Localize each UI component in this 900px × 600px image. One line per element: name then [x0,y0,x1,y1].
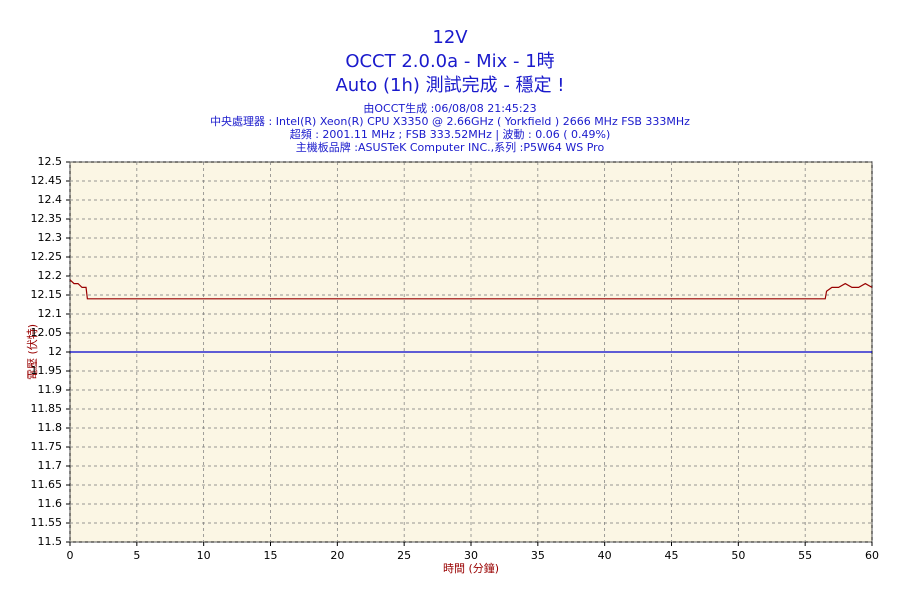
x-tick-label: 55 [798,549,812,562]
y-tick-label: 11.9 [38,383,63,396]
y-tick-label: 11.55 [31,516,63,529]
chart-title: 12V [432,27,468,48]
y-tick-label: 12.15 [31,288,63,301]
y-tick-label: 11.75 [31,440,63,453]
x-tick-label: 30 [464,549,478,562]
y-tick-label: 11.85 [31,402,63,415]
y-tick-label: 12.25 [31,250,63,263]
y-tick-label: 11.6 [38,497,63,510]
y-tick-label: 12 [48,345,62,358]
x-tick-label: 10 [197,549,211,562]
x-tick-label: 0 [67,549,74,562]
y-tick-label: 12.1 [38,307,63,320]
x-tick-label: 15 [264,549,278,562]
x-axis-label: 時間 (分鐘) [443,561,499,575]
x-tick-label: 5 [133,549,140,562]
chart-subtitle: OCCT 2.0.0a - Mix - 1時 [345,51,554,72]
y-tick-label: 12.45 [31,174,63,187]
y-tick-label: 12.2 [38,269,63,282]
info-line: 中央處理器 : Intel(R) Xeon(R) CPU X3350 @ 2.6… [210,114,690,128]
x-tick-label: 40 [598,549,612,562]
y-tick-label: 12.3 [38,231,63,244]
x-tick-label: 60 [865,549,879,562]
y-tick-label: 12.4 [38,193,63,206]
y-tick-label: 11.95 [31,364,63,377]
info-line: 超頻 : 2001.11 MHz ; FSB 333.52MHz | 波動 : … [290,127,611,141]
y-axis-label: 電壓 (伏特) [25,324,39,380]
y-tick-label: 12.5 [38,155,63,168]
x-tick-label: 20 [330,549,344,562]
series-line [69,279,873,300]
info-line: 主機板品牌 :ASUSTeK Computer INC.,系列 :P5W64 W… [296,140,605,154]
x-tick-label: 50 [731,549,745,562]
x-tick-label: 35 [531,549,545,562]
y-tick-label: 12.05 [31,326,63,339]
info-line: 由OCCT生成 :06/08/08 21:45:23 [363,101,536,115]
y-tick-label: 11.8 [38,421,63,434]
y-tick-label: 11.5 [38,535,63,548]
y-tick-label: 11.65 [31,478,63,491]
chart-subtitle: Auto (1h) 測試完成 - 穩定 ! [335,75,564,96]
x-tick-label: 25 [397,549,411,562]
y-tick-label: 12.35 [31,212,63,225]
y-tick-label: 11.7 [38,459,63,472]
x-tick-label: 45 [665,549,679,562]
